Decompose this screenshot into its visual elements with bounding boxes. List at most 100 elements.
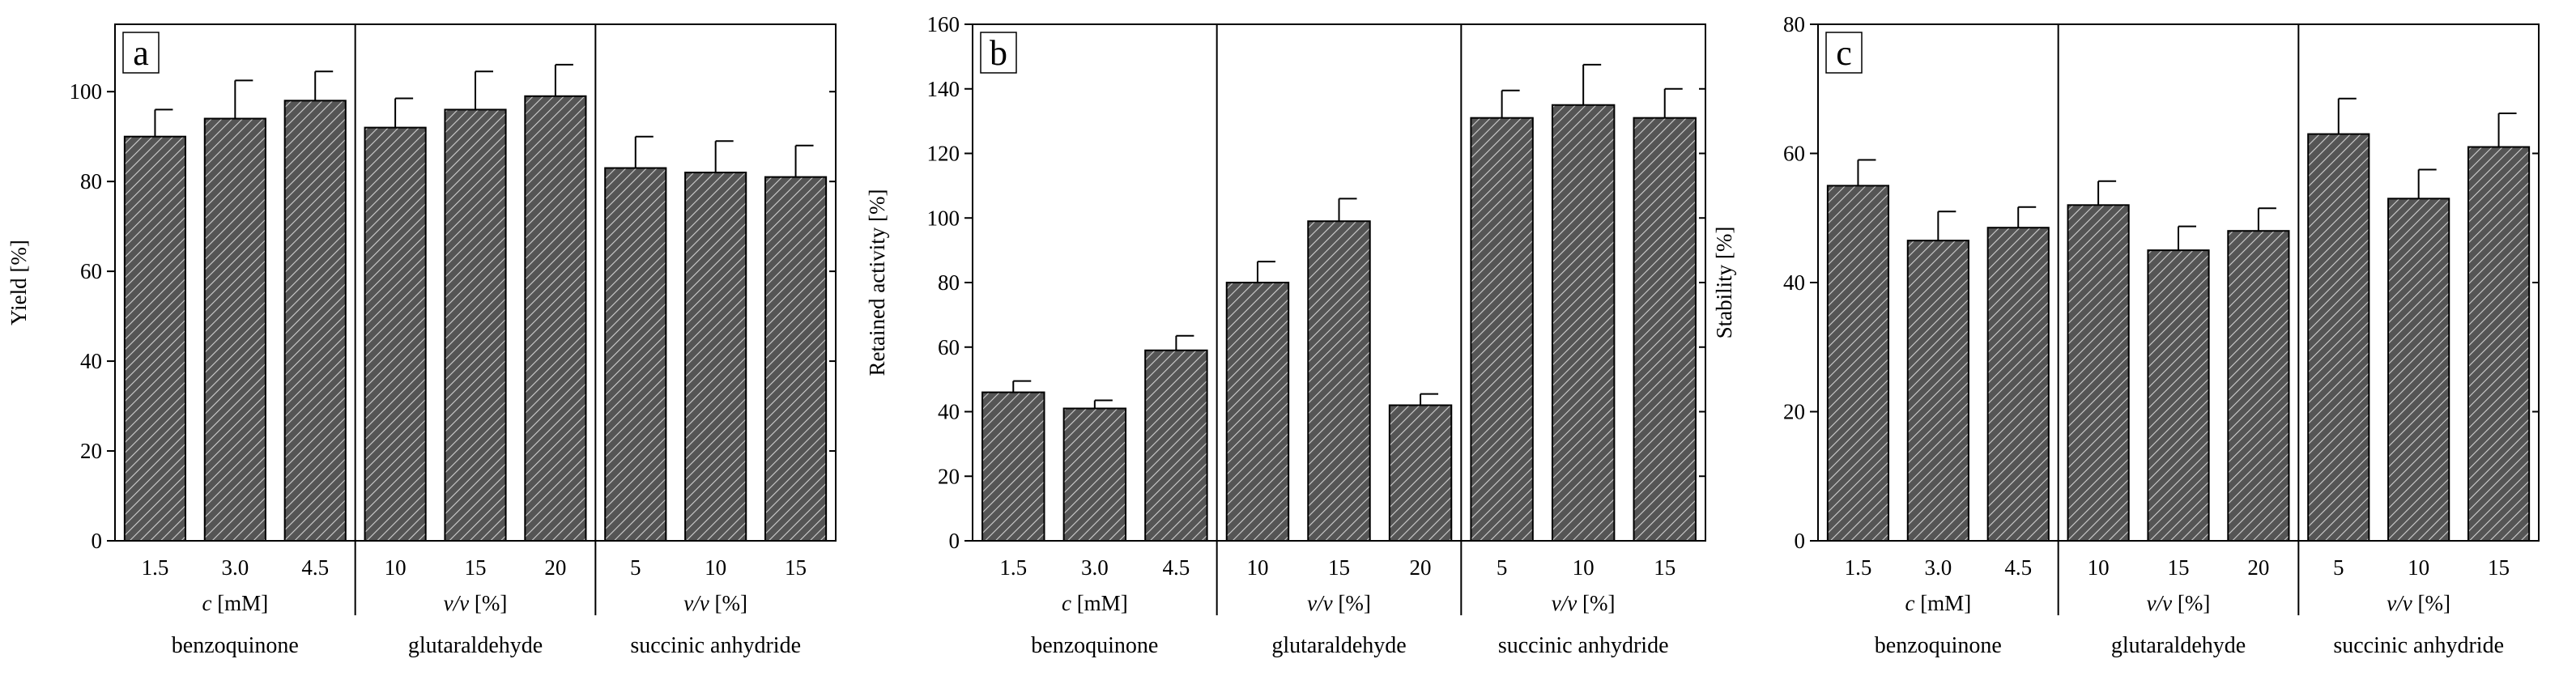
x-tick-label: 20	[2247, 555, 2269, 580]
x-unit-suffix: [mM]	[1914, 591, 1971, 615]
x-tick-label: 15	[2488, 555, 2510, 580]
y-axis-title: Retained activity [%]	[865, 189, 889, 376]
x-unit-suffix: [%]	[1577, 591, 1615, 615]
x-tick-label: 10	[705, 555, 726, 580]
bar	[2467, 146, 2531, 542]
group-name: glutaraldehyde	[2111, 633, 2246, 658]
bar	[604, 167, 667, 542]
panel-letter: b	[990, 33, 1007, 73]
x-unit-label: c [mM]	[1062, 591, 1128, 615]
x-unit-suffix: [%]	[469, 591, 507, 615]
x-tick-label: 10	[385, 555, 407, 580]
x-unit-variable: c	[202, 591, 211, 615]
bar	[2387, 198, 2450, 542]
bar	[203, 117, 266, 542]
bar	[684, 172, 747, 542]
bar	[524, 95, 587, 542]
bar	[1307, 220, 1371, 542]
bar	[764, 176, 828, 542]
y-tick-label: 0	[949, 529, 960, 553]
x-tick-label: 4.5	[1163, 555, 1190, 580]
group-name: benzoquinone	[172, 633, 299, 658]
x-unit-label: c [mM]	[1905, 591, 1971, 615]
bar	[1225, 282, 1290, 542]
y-tick-label: 80	[1783, 12, 1805, 36]
y-tick-label: 60	[938, 335, 960, 359]
bar	[2147, 249, 2210, 542]
bar	[123, 135, 187, 542]
x-unit-suffix: [%]	[2412, 591, 2450, 615]
panel-letter-box	[1825, 32, 1863, 74]
chart-panel-a: 0 20 40 60 80 100 Yield [%] a 1.5 3.0 4.5 c [mM] ben…	[6, 23, 837, 658]
y-tick-label: 40	[80, 349, 102, 373]
x-tick-label: 15	[785, 555, 807, 580]
bar	[1470, 117, 1534, 542]
x-tick-label: 3.0	[1081, 555, 1109, 580]
x-tick-label: 5	[1497, 555, 1508, 580]
x-tick-label: 10	[2408, 555, 2429, 580]
bar	[364, 126, 427, 542]
x-unit-label: v/v [%]	[1552, 591, 1616, 615]
y-tick-label: 160	[927, 12, 960, 36]
x-unit-variable: v/v	[444, 591, 469, 615]
group-name: succinic anhydride	[1498, 633, 1669, 658]
x-unit-variable: c	[1905, 591, 1914, 615]
group-name: succinic anhydride	[630, 633, 801, 658]
bar	[444, 108, 507, 542]
x-tick-label: 1.5	[999, 555, 1027, 580]
x-tick-label: 10	[2088, 555, 2110, 580]
x-tick-label: 3.0	[1924, 555, 1952, 580]
x-unit-label: c [mM]	[202, 591, 268, 615]
bar	[1826, 185, 1890, 542]
y-tick-label: 0	[1795, 529, 1806, 553]
y-tick-label: 20	[1783, 400, 1805, 424]
x-unit-label: v/v [%]	[2387, 591, 2450, 615]
x-unit-variable: c	[1062, 591, 1071, 615]
x-tick-label: 15	[465, 555, 487, 580]
x-tick-label: 15	[1654, 555, 1675, 580]
y-tick-label: 100	[70, 79, 103, 104]
group-name: glutaraldehyde	[1271, 633, 1406, 658]
y-tick-label: 100	[927, 206, 960, 230]
y-tick-label: 40	[938, 400, 960, 424]
bar	[1551, 104, 1616, 542]
y-tick-label: 140	[927, 77, 960, 101]
x-unit-label: v/v [%]	[1307, 591, 1371, 615]
x-unit-suffix: [mM]	[1071, 591, 1128, 615]
x-unit-suffix: [mM]	[211, 591, 268, 615]
bar	[981, 391, 1045, 542]
x-unit-suffix: [%]	[1333, 591, 1371, 615]
x-tick-label: 15	[2168, 555, 2190, 580]
x-unit-variable: v/v	[2147, 591, 2172, 615]
group-name: benzoquinone	[1031, 633, 1158, 658]
panel-letter-box	[122, 32, 160, 74]
x-unit-label: v/v [%]	[444, 591, 508, 615]
y-tick-label: 120	[927, 142, 960, 166]
x-tick-label: 10	[1246, 555, 1268, 580]
bar	[1062, 407, 1127, 542]
bar	[2307, 133, 2370, 542]
x-tick-label: 5	[2333, 555, 2344, 580]
y-tick-label: 20	[80, 439, 102, 463]
y-tick-label: 60	[80, 259, 102, 283]
y-tick-label: 80	[80, 169, 102, 193]
chart-panel-c: 0 20 40 60 80 Stability [%] c 1.5 3.0 4.5 c [mM] be…	[1712, 12, 2540, 658]
y-tick-label: 0	[92, 529, 103, 553]
panel-letter: a	[133, 33, 149, 73]
x-tick-label: 20	[1410, 555, 1432, 580]
x-tick-label: 15	[1328, 555, 1350, 580]
x-tick-label: 4.5	[2004, 555, 2032, 580]
x-tick-label: 1.5	[142, 555, 169, 580]
x-unit-variable: v/v	[1307, 591, 1332, 615]
group-name: benzoquinone	[1875, 633, 2002, 658]
y-tick-label: 20	[938, 464, 960, 488]
bar	[2067, 204, 2130, 542]
bar	[1906, 240, 1969, 542]
chart-panel-b: 0 20 40 60 80 100 120 140 160 Retained activity […	[865, 12, 1706, 658]
bar	[1144, 349, 1208, 542]
bar	[1633, 117, 1697, 542]
bar	[2227, 230, 2290, 542]
x-unit-label: v/v [%]	[2147, 591, 2211, 615]
bar	[283, 100, 347, 542]
